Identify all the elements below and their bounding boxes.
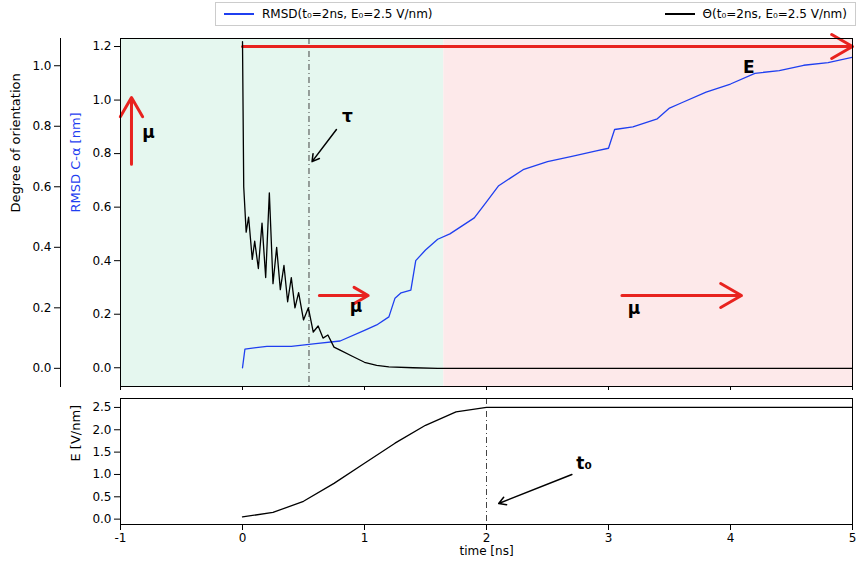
svg-text:0.2: 0.2 (92, 307, 111, 321)
svg-text:1.0: 1.0 (32, 59, 51, 73)
svg-text:2.0: 2.0 (92, 423, 111, 437)
svg-text:0.0: 0.0 (92, 512, 111, 526)
svg-text:μ: μ (628, 298, 641, 318)
svg-text:E [V/nm]: E [V/nm] (68, 405, 83, 462)
svg-text:1.0: 1.0 (92, 467, 111, 481)
svg-text:0.5: 0.5 (92, 490, 111, 504)
svg-text:4: 4 (727, 531, 735, 545)
svg-text:0: 0 (239, 531, 247, 545)
svg-text:0.0: 0.0 (92, 361, 111, 375)
svg-text:0.4: 0.4 (32, 240, 51, 254)
svg-text:Degree of orientation: Degree of orientation (8, 73, 23, 212)
svg-text:0.8: 0.8 (92, 146, 111, 160)
svg-text:2: 2 (482, 531, 491, 545)
svg-text:-1: -1 (115, 531, 127, 545)
svg-text:1.5: 1.5 (92, 445, 111, 459)
svg-text:RMSD C-α [nm]: RMSD C-α [nm] (68, 112, 83, 212)
svg-text:0.6: 0.6 (92, 200, 111, 214)
svg-text:t₀: t₀ (576, 453, 592, 473)
svg-text:1: 1 (361, 531, 369, 545)
svg-text:0.8: 0.8 (32, 119, 51, 133)
html-text:RMSD(t₀=2ns, E₀=2.5 V/nm): RMSD(t₀=2ns, E₀=2.5 V/nm) (262, 7, 433, 21)
svg-text:τ: τ (342, 106, 353, 126)
html-text:Θ(t₀=2ns, E₀=2.5 V/nm): Θ(t₀=2ns, E₀=2.5 V/nm) (702, 7, 847, 21)
svg-text:0.2: 0.2 (32, 301, 51, 315)
svg-text:5: 5 (849, 531, 857, 545)
svg-text:μ: μ (350, 296, 363, 316)
svg-text:3: 3 (605, 531, 613, 545)
svg-text:1.0: 1.0 (92, 93, 111, 107)
svg-text:E: E (743, 57, 755, 77)
svg-text:0.6: 0.6 (32, 180, 51, 194)
svg-text:0.4: 0.4 (92, 254, 111, 268)
svg-text:2.5: 2.5 (92, 400, 111, 414)
svg-text:0.0: 0.0 (32, 361, 51, 375)
svg-text:time [ns]: time [ns] (459, 544, 513, 558)
svg-text:1.2: 1.2 (92, 39, 111, 53)
svg-text:μ: μ (142, 122, 155, 142)
